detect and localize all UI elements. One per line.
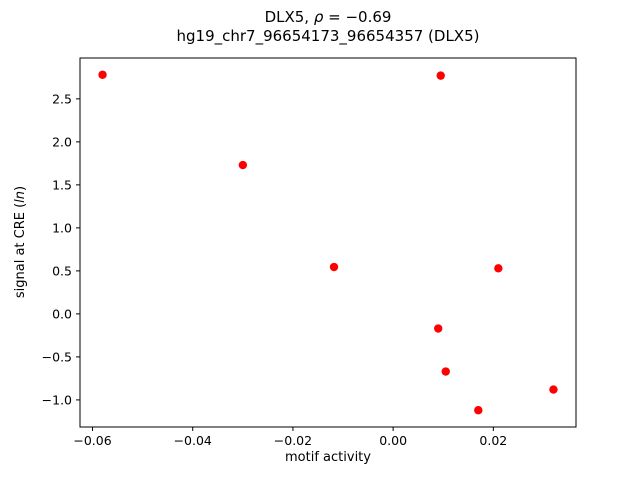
y-tick-label: 1.0 bbox=[52, 220, 72, 235]
y-tick-label: 2.0 bbox=[52, 134, 72, 149]
scatter-point bbox=[329, 262, 339, 272]
scatter-point bbox=[436, 71, 445, 80]
y-tick-label: 1.5 bbox=[52, 177, 72, 192]
axes-box bbox=[79, 57, 577, 428]
scatter-point bbox=[441, 367, 450, 376]
x-tick-label: 0.00 bbox=[379, 433, 407, 448]
scatter-point bbox=[494, 264, 503, 273]
scatter-point bbox=[238, 160, 248, 170]
x-tick-label: −0.02 bbox=[274, 433, 312, 448]
scatter-point bbox=[98, 70, 107, 79]
ln-symbol: ln bbox=[13, 191, 28, 203]
y-tick-label: −0.5 bbox=[42, 349, 72, 364]
y-tick-label: −1.0 bbox=[42, 392, 72, 407]
scatter-point bbox=[434, 324, 443, 333]
scatter-point bbox=[549, 385, 558, 394]
chart-title-line1: DLX5, ρ = −0.69 bbox=[265, 8, 392, 26]
y-tick-label: 2.5 bbox=[52, 91, 72, 106]
x-tick-label: 0.02 bbox=[479, 433, 507, 448]
y-tick-label: 0.0 bbox=[52, 306, 72, 321]
x-tick-label: −0.04 bbox=[174, 433, 212, 448]
chart-title-line2: hg19_chr7_96654173_96654357 (DLX5) bbox=[177, 27, 480, 46]
y-tick-label: 0.5 bbox=[52, 263, 72, 278]
scatter-point bbox=[474, 406, 483, 415]
rho-symbol: ρ bbox=[314, 8, 324, 26]
x-axis-label: motif activity bbox=[285, 450, 371, 465]
plot-content: −0.06 −0.04 −0.02 0.00 0.02 −1.0 −0.5 0.0 0.5 1.0… bbox=[42, 70, 558, 448]
x-tick-label: −0.06 bbox=[73, 433, 111, 448]
y-axis-label: signal at CRE (ln) bbox=[13, 186, 28, 298]
